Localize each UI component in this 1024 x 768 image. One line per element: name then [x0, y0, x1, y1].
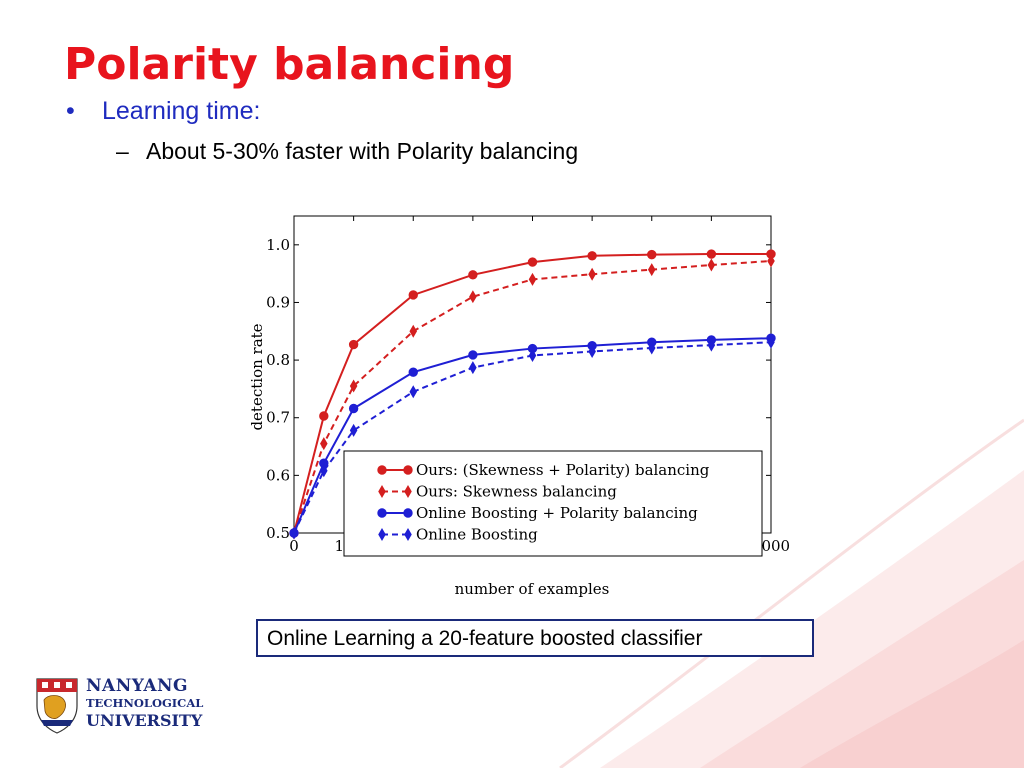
- legend-marker: [377, 508, 387, 518]
- data-point: [707, 338, 716, 352]
- data-point: [647, 341, 656, 355]
- legend-marker: [377, 465, 387, 475]
- y-tick-label: 0.5: [266, 524, 290, 542]
- legend-marker: [404, 528, 412, 541]
- series-line: [293, 259, 772, 534]
- data-point: [527, 257, 538, 267]
- data-point: [767, 254, 775, 268]
- data-point: [468, 350, 478, 360]
- ntu-wordmark: NANYANG TECHNOLOGICAL UNIVERSITY: [86, 676, 204, 730]
- data-point: [468, 270, 478, 280]
- data-point: [767, 335, 775, 349]
- series-line: [293, 341, 772, 534]
- data-point: [469, 290, 477, 304]
- series-line: [293, 337, 772, 534]
- data-point: [587, 251, 597, 261]
- y-tick-label: 0.9: [266, 293, 290, 311]
- data-point: [469, 361, 477, 375]
- logo-line-1: NANYANG: [86, 676, 189, 696]
- bullet-learning-time: • Learning time:: [66, 97, 260, 126]
- legend-box: [343, 450, 763, 557]
- y-tick-label: 0.6: [266, 466, 290, 484]
- data-point: [528, 348, 537, 362]
- x-axis-label: number of examples: [455, 580, 610, 598]
- data-point: [528, 272, 537, 286]
- legend: Ours: (Skewness + Polarity) balancing Our…: [343, 450, 763, 557]
- legend-marker: [378, 528, 386, 541]
- legend-label: Ours: (Skewness + Polarity) balancing: [416, 461, 710, 479]
- data-point: [320, 464, 328, 478]
- y-axis-label: detection rate: [248, 323, 266, 430]
- data-point: [348, 403, 359, 414]
- slide-title: Polarity balancing: [64, 39, 515, 90]
- data-point: [647, 263, 656, 277]
- data-point: [320, 437, 328, 451]
- legend-entry: Ours: Skewness balancing: [378, 483, 617, 501]
- y-tick-label: 1.0: [266, 236, 290, 254]
- detection-rate-chart: 0100020003000400050006000700080000.50.60…: [248, 215, 790, 598]
- data-point: [706, 249, 717, 259]
- bullet-text: Learning time:: [102, 97, 261, 125]
- legend-label: Online Boosting + Polarity balancing: [416, 504, 698, 522]
- legend-label: Online Boosting: [416, 526, 538, 544]
- data-point: [319, 411, 329, 421]
- y-tick-label: 0.8: [266, 351, 290, 369]
- data-point: [348, 339, 359, 350]
- data-point: [588, 344, 596, 358]
- data-point: [290, 526, 298, 540]
- legend-label: Ours: Skewness balancing: [416, 483, 617, 501]
- legend-entry: Ours: (Skewness + Polarity) balancing: [377, 461, 710, 479]
- y-tick-label: 0.7: [266, 409, 290, 427]
- sub-bullet-speedup: – About 5-30% faster with Polarity balan…: [116, 138, 578, 165]
- data-point: [409, 324, 418, 338]
- series-lines: [289, 249, 776, 540]
- figure-caption: Online Learning a 20-feature boosted cla…: [256, 619, 814, 657]
- ntu-crest-icon: [36, 678, 78, 734]
- sub-bullet-text: About 5-30% faster with Polarity balanci…: [146, 138, 579, 164]
- legend-marker: [403, 508, 413, 518]
- series-4: [290, 335, 775, 540]
- legend-entry: Online Boosting: [378, 526, 538, 544]
- legend-marker: [404, 485, 412, 498]
- legend-marker: [403, 465, 413, 475]
- data-point: [588, 267, 596, 281]
- legend-marker: [378, 485, 386, 498]
- data-point: [409, 385, 418, 399]
- series-line: [293, 253, 771, 534]
- data-point: [647, 249, 657, 260]
- sub-bullet-dash: –: [116, 138, 129, 164]
- ntu-logo: NANYANG TECHNOLOGICAL UNIVERSITY: [34, 676, 204, 736]
- logo-line-2: TECHNOLOGICAL: [86, 696, 204, 710]
- bullet-dot: •: [66, 97, 75, 125]
- legend-entry: Online Boosting + Polarity balancing: [377, 504, 698, 522]
- series-1: [289, 249, 776, 538]
- data-point: [408, 290, 418, 300]
- x-tick-label: 0: [289, 537, 299, 555]
- data-point: [408, 367, 418, 377]
- logo-line-3: UNIVERSITY: [86, 711, 203, 730]
- data-point: [349, 423, 358, 437]
- data-point: [349, 379, 358, 393]
- data-point: [707, 258, 716, 272]
